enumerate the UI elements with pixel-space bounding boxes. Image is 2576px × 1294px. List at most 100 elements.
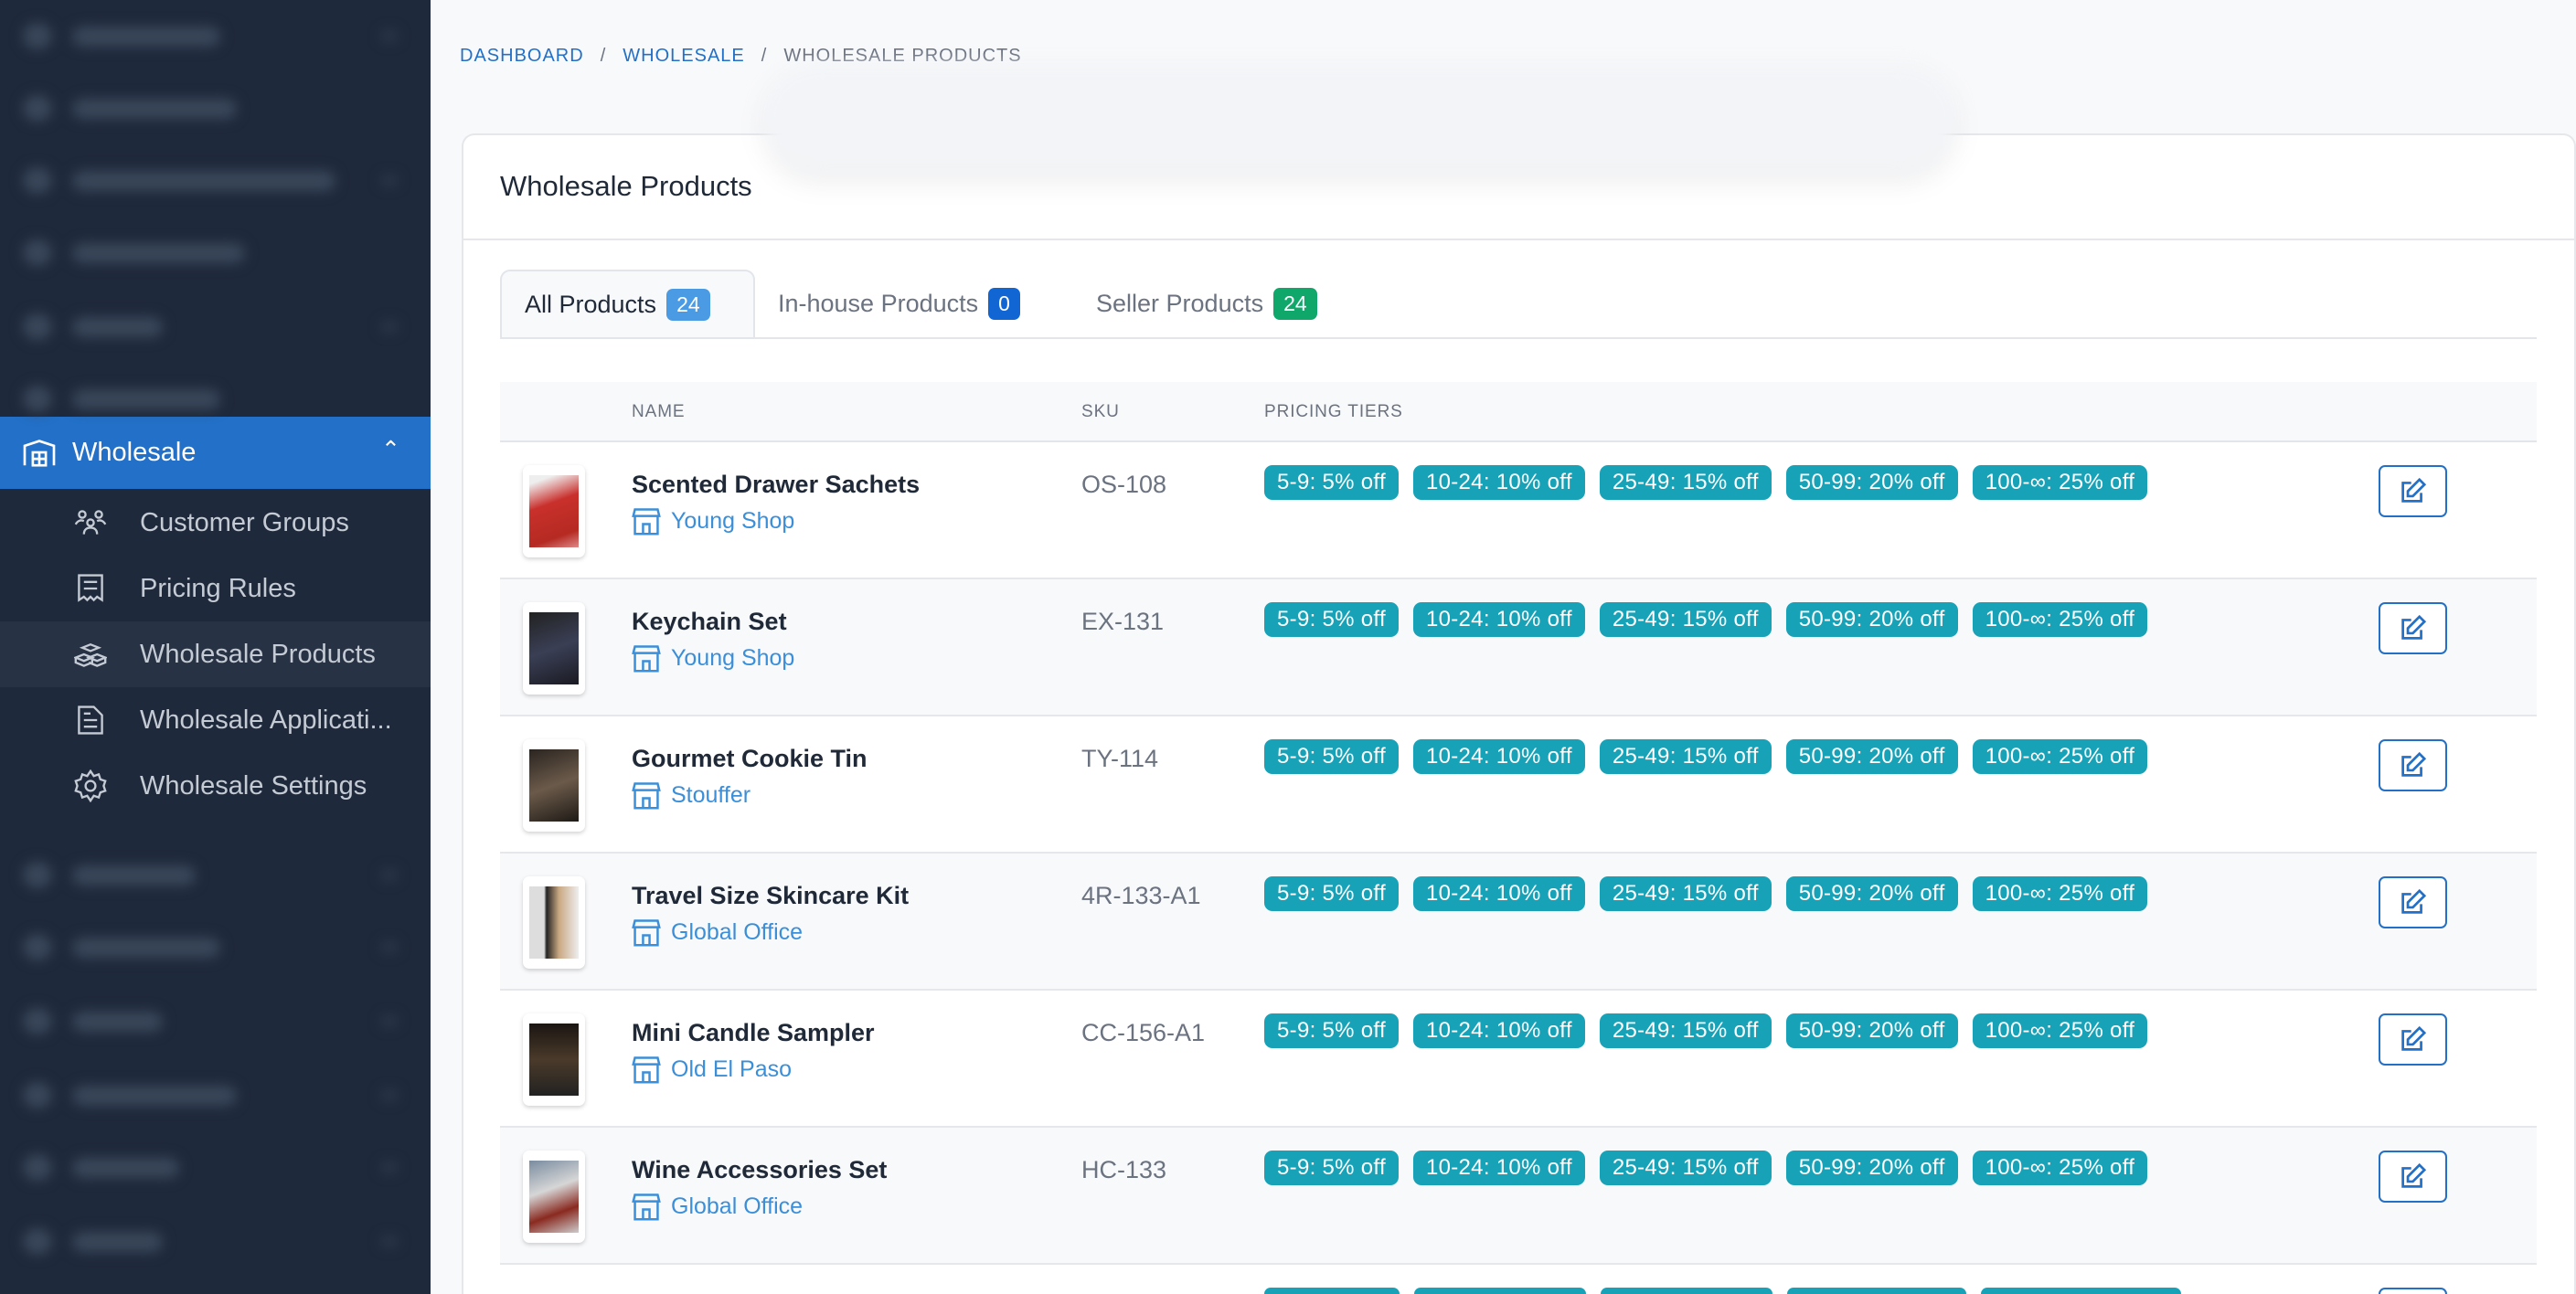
sidebar-item-blurred[interactable] [0,0,431,72]
product-thumbnail[interactable] [523,602,585,695]
product-sku: HC-133 [1081,1156,1167,1183]
sidebar-item-blurred[interactable] [0,144,431,217]
sidebar-subitem-pricing-rules[interactable]: Pricing Rules [0,556,431,621]
breadcrumb-dashboard[interactable]: DASHBOARD [460,46,584,66]
chevron-up-icon[interactable]: ⌃ [381,437,400,462]
edit-button[interactable] [2379,602,2447,654]
products-card: Wholesale Products All Products 24 In-hou… [462,133,2576,1294]
tab-label: Seller Products [1096,289,1264,317]
sidebar-item-blurred[interactable] [0,1059,431,1131]
edit-button[interactable] [2379,739,2447,791]
pricing-tier-badge [1981,1288,2181,1294]
tab-seller-products[interactable]: Seller Products 24 [1073,270,1340,337]
sidebar-item-blurred[interactable] [0,839,431,911]
blurred-label [72,1232,163,1252]
product-name[interactable]: Mini Candle Sampler [632,1019,875,1046]
product-sku: CC-156-A1 [1081,1019,1206,1046]
sidebar-item-blurred[interactable] [0,72,431,144]
shop-link[interactable]: Stouffer [632,780,750,810]
sidebar-item-blurred[interactable] [0,1205,431,1278]
chevron-down-icon [381,175,398,186]
product-thumbnail[interactable] [523,739,585,832]
chevron-down-icon [381,1016,398,1026]
sidebar-item-blurred[interactable] [0,217,431,289]
edit-button[interactable] [2379,465,2447,517]
sidebar-item-blurred[interactable] [0,911,431,983]
warehouse-icon [23,440,56,467]
edit-icon [2401,615,2426,640]
chevron-down-icon [381,322,398,332]
shop-link[interactable]: Young Shop [632,506,794,536]
tab-in-house-products[interactable]: In-house Products 0 [755,270,1043,337]
blurred-label [72,1158,179,1178]
sidebar-item-blurred[interactable] [0,291,431,363]
sidebar-item-blurred[interactable] [0,1131,431,1204]
pricing-tier-badge: 50-99: 20% off [1785,602,1958,637]
tab-label: All Products [525,290,657,318]
shop-name: Old El Paso [671,1055,793,1082]
edit-button[interactable] [2379,1288,2447,1294]
store-icon [632,1056,661,1084]
edit-button[interactable] [2379,876,2447,928]
gear-icon [74,769,107,802]
shop-name: Stouffer [671,781,751,808]
product-name[interactable]: Gourmet Cookie Tin [632,745,868,772]
sidebar-subitem-wholesale-settings[interactable]: Wholesale Settings [0,753,431,819]
breadcrumb-current: WHOLESALE PRODUCTS [783,46,1022,66]
product-name[interactable]: Keychain Set [632,608,787,635]
product-thumbnail[interactable] [523,876,585,969]
chevron-down-icon [381,1090,398,1100]
pricing-tier-badge: 25-49: 15% off [1599,1013,1772,1048]
column-header-sku: SKU [1081,402,1120,421]
blurred-label [72,865,196,886]
product-name[interactable]: Scented Drawer Sachets [632,471,921,498]
menu-icon [23,1008,52,1034]
sidebar-subitem-wholesale-applicati[interactable]: Wholesale Applicati... [0,687,431,753]
menu-icon [23,1154,52,1181]
edit-button[interactable] [2379,1013,2447,1066]
shop-link[interactable]: Global Office [632,1192,803,1221]
pricing-tiers [1264,1288,2181,1294]
table-row: Gourmet Cookie Tin Stouffer TY-114 5-9: 5% … [500,716,2537,854]
sidebar-item-blurred[interactable] [0,985,431,1057]
product-thumbnail[interactable] [523,1013,585,1106]
edit-icon [2401,1163,2426,1188]
sidebar-subitem-customer-groups[interactable]: Customer Groups [0,490,431,556]
pricing-tiers: 5-9: 5% off 10-24: 10% off 25-49: 15% off 5… [1264,1151,2148,1185]
edit-button[interactable] [2379,1151,2447,1203]
product-name[interactable]: Wine Accessories Set [632,1156,888,1183]
pricing-tier-badge: 10-24: 10% off [1412,1151,1585,1185]
sidebar-item-blurred[interactable] [0,363,431,435]
product-sku: EX-131 [1081,608,1165,635]
pricing-tier-badge: 50-99: 20% off [1785,876,1958,911]
pricing-tier-badge: 25-49: 15% off [1599,1151,1772,1185]
shop-link[interactable]: Young Shop [632,643,794,673]
product-sku: OS-108 [1081,471,1167,498]
pricing-tier-badge: 10-24: 10% off [1412,1013,1585,1048]
product-name[interactable]: Travel Size Skincare Kit [632,882,910,909]
pricing-tier-badge: 5-9: 5% off [1264,465,1399,500]
sidebar-subitem-label: Wholesale Applicati... [140,705,392,735]
product-thumbnail[interactable] [523,1151,585,1243]
receipt-icon [78,574,103,602]
shop-link[interactable]: Global Office [632,917,803,947]
pricing-tier-badge [1787,1288,1966,1294]
product-tabs: All Products 24 In-house Products 0 Seller… [500,270,2537,339]
edit-icon [2401,889,2426,914]
table-row: Scented Drawer Sachets Young Shop OS-108 5-… [500,442,2537,579]
product-thumbnail[interactable] [523,465,585,557]
sidebar-subitem-label: Pricing Rules [140,574,296,603]
breadcrumb-wholesale[interactable]: WHOLESALE [623,46,745,66]
sidebar-item-wholesale[interactable]: Wholesale ⌃ [0,417,431,489]
pricing-tier-badge: 100-∞: 25% off [1972,1151,2148,1185]
sidebar-subitem-wholesale-products[interactable]: Wholesale Products [0,621,431,687]
menu-icon [23,313,52,340]
sidebar-subitem-label: Wholesale Settings [140,771,367,801]
shop-link[interactable]: Old El Paso [632,1055,792,1084]
pricing-tier-badge: 50-99: 20% off [1785,465,1958,500]
table-header: NAME SKU PRICING TIERS [500,382,2537,442]
menu-icon [23,167,52,194]
tab-all-products[interactable]: All Products 24 [500,270,755,337]
blurred-label [72,389,220,409]
count-badge: 24 [1273,287,1317,320]
